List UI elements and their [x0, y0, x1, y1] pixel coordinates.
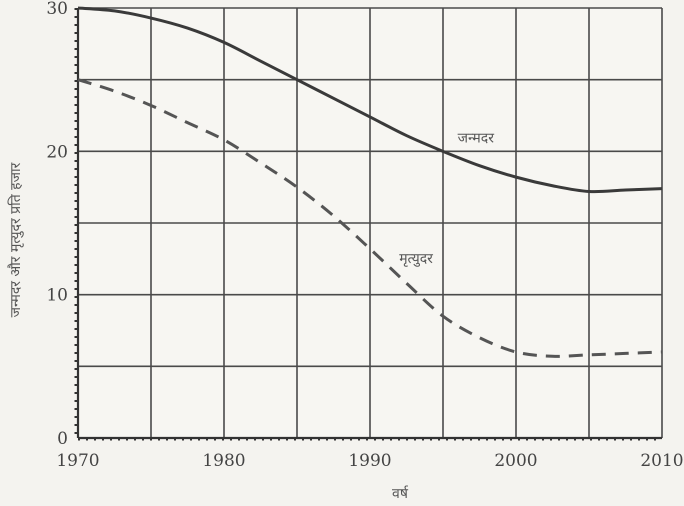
y-tick-label: 10 — [46, 286, 68, 306]
y-tick-label: 30 — [46, 0, 68, 19]
y-axis-label: जन्मदर और मृत्युदर प्रति हजार — [7, 162, 24, 317]
x-tick-label: 1980 — [202, 451, 245, 471]
x-tick-label: 1990 — [348, 451, 391, 471]
y-tick-label: 0 — [57, 429, 68, 449]
series-line-0 — [77, 6, 663, 194]
x-tick-label: 2000 — [494, 451, 537, 471]
tick-labels: 1970 1980 1990 2000 2010 0 10 20 30 — [46, 0, 683, 471]
x-tick-label: 1970 — [56, 451, 99, 471]
y-tick-label: 20 — [46, 142, 68, 162]
series-group: जन्मदर मृत्युदर — [77, 6, 663, 358]
x-tick-label: 2010 — [640, 451, 683, 471]
series-label-0: जन्मदर — [458, 131, 495, 147]
x-axis-label: वर्ष — [392, 485, 409, 502]
series-label-1: मृत्युदर — [399, 251, 433, 267]
